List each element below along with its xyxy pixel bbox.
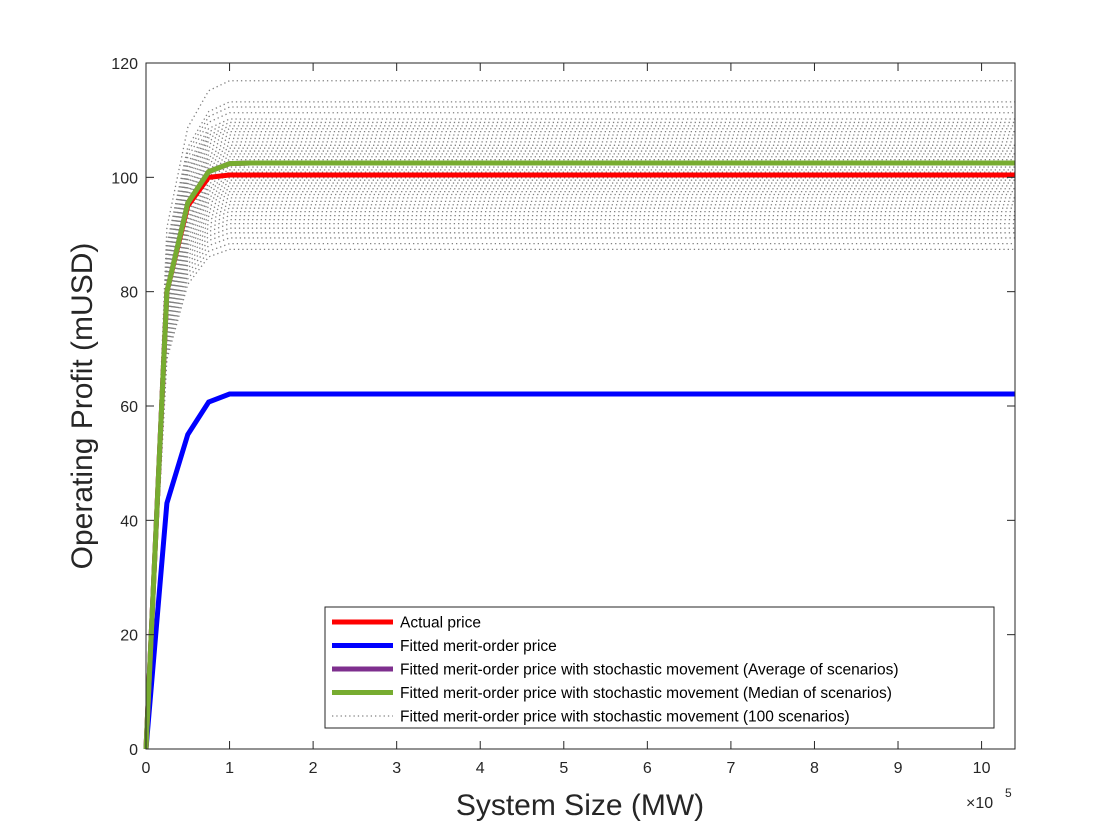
x-tick-label: 4 — [476, 760, 485, 777]
y-tick-label: 20 — [120, 628, 138, 645]
x-exponent-label: ×10 — [966, 795, 993, 812]
legend-label-3: Fitted merit-order price with stochastic… — [400, 662, 898, 679]
x-exponent-power: 5 — [1005, 786, 1012, 800]
scenario-line-2 — [145, 101, 1015, 750]
scenario-line-8 — [145, 128, 1015, 750]
series-stochastic-median — [143, 160, 1015, 750]
scenario-line-5 — [145, 118, 1015, 750]
x-tick-label: 5 — [559, 760, 568, 777]
scenario-line-31 — [145, 193, 1015, 750]
scenario-line-15 — [145, 150, 1015, 750]
x-tick-label: 8 — [810, 760, 819, 777]
scenario-line-1 — [145, 80, 1015, 750]
legend-box — [324, 606, 995, 729]
y-tick-label: 60 — [120, 399, 138, 416]
x-tick-label: 10 — [973, 760, 991, 777]
legend-label-5: Fitted merit-order price with stochastic… — [400, 709, 850, 726]
scenario-line-25 — [145, 177, 1015, 750]
x-tick-label: 6 — [643, 760, 652, 777]
x-tick-label: 0 — [142, 760, 151, 777]
x-tick-label: 1 — [225, 760, 234, 777]
y-axis-label: Operating Profit (mUSD) — [66, 243, 99, 570]
scenario-line-3 — [145, 106, 1015, 750]
x-axis-label: System Size (MW) — [456, 789, 704, 822]
series-lines — [143, 160, 1015, 750]
y-tick-label: 120 — [111, 56, 138, 73]
scenario-line-43 — [145, 242, 1015, 750]
y-tick-label: 40 — [120, 513, 138, 530]
legend-label-1: Actual price — [400, 615, 481, 632]
x-tick-label: 2 — [309, 760, 318, 777]
x-tick-label: 9 — [894, 760, 903, 777]
legend-label-2: Fitted merit-order price — [400, 638, 557, 655]
legend-label-4: Fitted merit-order price with stochastic… — [400, 685, 892, 702]
y-tick-label: 0 — [129, 742, 138, 759]
series-fitted-merit-order — [143, 391, 1015, 750]
scenario-line-11 — [145, 137, 1015, 750]
y-tick-label: 80 — [120, 285, 138, 302]
legend: Actual price Fitted merit-order price Fitt… — [324, 606, 995, 729]
y-tick-label: 100 — [111, 170, 138, 187]
x-tick-label: 7 — [726, 760, 735, 777]
x-tick-label: 3 — [392, 760, 401, 777]
